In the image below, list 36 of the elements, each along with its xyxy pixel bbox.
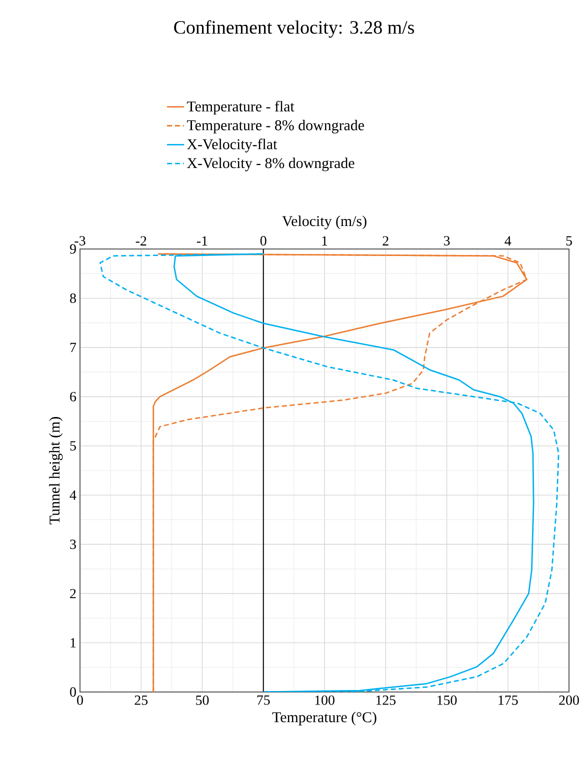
- legend-label: X-Velocity - 8% downgrade: [187, 158, 354, 172]
- x-axis-title: Temperature (°C): [272, 712, 376, 726]
- legend-label: Temperature - flat: [186, 100, 294, 115]
- x-tick-label: 125: [376, 696, 396, 705]
- x-tick-label: 150: [438, 696, 457, 705]
- x2-tick-label: -2: [136, 236, 146, 246]
- y-tick-label: 1: [70, 638, 76, 648]
- x2-axis-title: Velocity (m/s): [282, 216, 366, 230]
- legend-label: X-Velocity-flat: [187, 138, 278, 152]
- y-tick-label: 6: [70, 392, 76, 402]
- x-tick-label: 25: [134, 696, 148, 705]
- x-tick-label: 100: [315, 696, 334, 705]
- y-tick-label: 4: [70, 490, 76, 500]
- x-tick-label: 50: [196, 696, 209, 705]
- y-tick-label: 5: [70, 441, 76, 451]
- chart-title: Confinement velocity: 3.28 m/s: [174, 20, 414, 38]
- y-tick-label: 3: [70, 540, 76, 550]
- y-tick-label: 7: [70, 342, 76, 352]
- legend-label: Temperature - 8% downgrade: [186, 120, 364, 134]
- x2-tick-label: 4: [504, 236, 512, 246]
- y-tick-label: 9: [70, 244, 76, 254]
- y-tick-label: 2: [70, 588, 76, 598]
- x2-tick-label: 3: [444, 236, 450, 246]
- x2-tick-label: 1: [322, 236, 328, 246]
- y-tick-label: 0: [70, 687, 76, 697]
- x2-tick-label: 5: [566, 236, 572, 246]
- x-tick-label: 175: [498, 696, 518, 705]
- x2-tick-label: -3: [74, 236, 86, 246]
- x-tick-label: 200: [559, 696, 579, 705]
- x2-tick-label: 2: [382, 236, 388, 246]
- y-axis-title: Tunnel height (m): [49, 417, 63, 524]
- x2-tick-label: -1: [196, 236, 208, 246]
- x2-tick-label: 0: [260, 236, 266, 246]
- y-tick-label: 8: [70, 294, 76, 303]
- x-tick-label: 75: [257, 696, 270, 705]
- x-tick-label: 0: [77, 696, 83, 705]
